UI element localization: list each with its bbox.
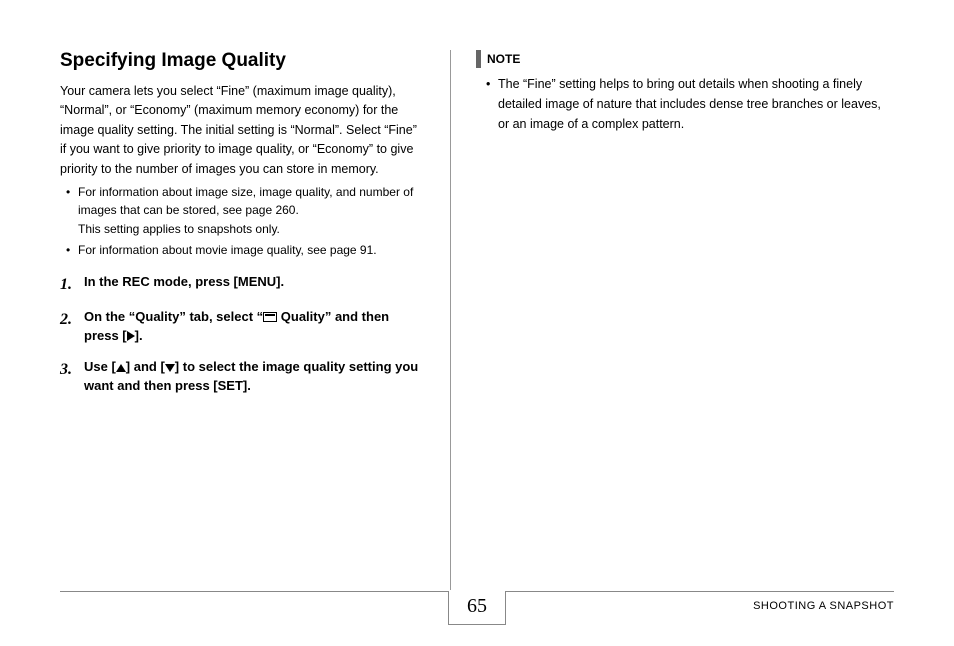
step-number: 3. bbox=[60, 358, 80, 396]
bullet-item: For information about image size, image … bbox=[60, 183, 425, 239]
section-heading: Specifying Image Quality bbox=[60, 50, 425, 72]
left-column: Specifying Image Quality Your camera let… bbox=[60, 50, 450, 590]
bullet-text: For information about image size, image … bbox=[78, 185, 413, 218]
footer-row: 65 SHOOTING A SNAPSHOT bbox=[60, 592, 894, 630]
step-item: 1. In the REC mode, press [MENU]. bbox=[60, 273, 425, 296]
intro-paragraph: Your camera lets you select “Fine” (maxi… bbox=[60, 82, 425, 179]
note-label: NOTE bbox=[487, 52, 520, 66]
quality-rect-icon bbox=[263, 312, 277, 322]
step-text-end: ]. bbox=[135, 328, 143, 343]
step-text: On the “Quality” tab, select “ Quality” … bbox=[84, 308, 425, 346]
step-text-pre: Use [ bbox=[84, 359, 116, 374]
page-number: 65 bbox=[448, 591, 506, 625]
page-columns: Specifying Image Quality Your camera let… bbox=[60, 50, 894, 590]
step-text: In the REC mode, press [MENU]. bbox=[84, 273, 425, 296]
note-bar-icon bbox=[476, 50, 481, 68]
note-list: The “Fine” setting helps to bring out de… bbox=[476, 74, 894, 134]
step-text: Use [] and [] to select the image qualit… bbox=[84, 358, 425, 396]
step-text-pre: On the “Quality” tab, select “ bbox=[84, 309, 263, 324]
step-number: 1. bbox=[60, 273, 80, 296]
bullet-item: For information about movie image qualit… bbox=[60, 241, 425, 260]
step-text-mid: ] and [ bbox=[126, 359, 165, 374]
down-arrow-icon bbox=[165, 364, 175, 372]
page-footer: 65 SHOOTING A SNAPSHOT bbox=[60, 591, 894, 630]
steps-list: 1. In the REC mode, press [MENU]. 2. On … bbox=[60, 273, 425, 396]
step-item: 3. Use [] and [] to select the image qua… bbox=[60, 358, 425, 396]
note-header: NOTE bbox=[476, 50, 894, 68]
info-bullets: For information about image size, image … bbox=[60, 183, 425, 259]
note-item: The “Fine” setting helps to bring out de… bbox=[476, 74, 894, 134]
section-title: SHOOTING A SNAPSHOT bbox=[753, 600, 894, 612]
step-number: 2. bbox=[60, 308, 80, 346]
step-item: 2. On the “Quality” tab, select “ Qualit… bbox=[60, 308, 425, 346]
bullet-subtext: This setting applies to snapshots only. bbox=[78, 220, 425, 239]
right-column: NOTE The “Fine” setting helps to bring o… bbox=[451, 50, 894, 590]
up-arrow-icon bbox=[116, 364, 126, 372]
right-arrow-icon bbox=[127, 331, 135, 341]
bullet-text: For information about movie image qualit… bbox=[78, 243, 377, 257]
